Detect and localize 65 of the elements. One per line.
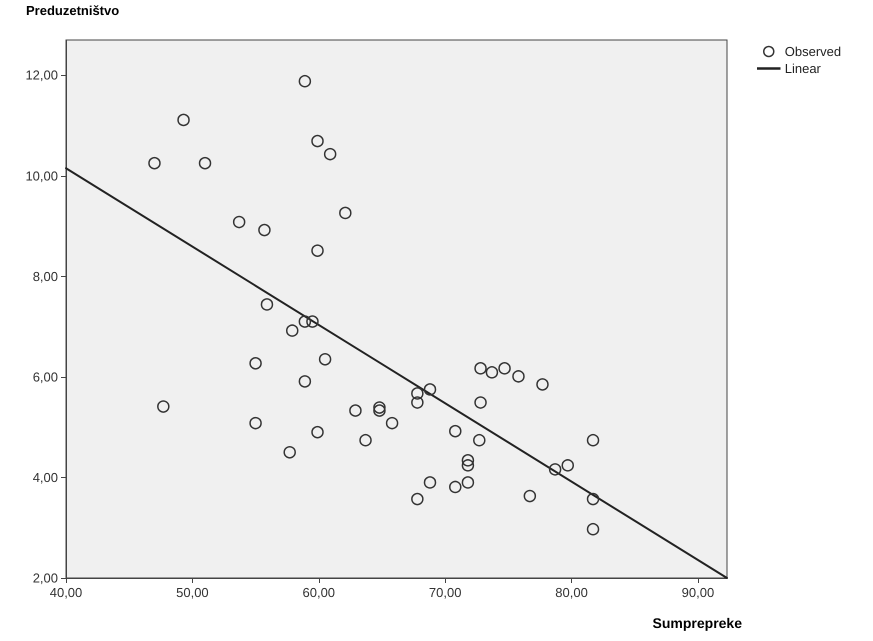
point bbox=[411, 492, 424, 506]
legend-label: Linear bbox=[784, 61, 822, 76]
point bbox=[473, 434, 486, 446]
point bbox=[373, 401, 386, 414]
y-tick-label: 10,00 bbox=[25, 168, 58, 184]
point bbox=[258, 224, 271, 236]
x-tick-label: 90,00 bbox=[682, 585, 714, 600]
point bbox=[249, 416, 262, 430]
point bbox=[449, 424, 462, 438]
point bbox=[474, 362, 487, 375]
point bbox=[148, 156, 161, 170]
point bbox=[318, 353, 332, 366]
point bbox=[373, 404, 386, 417]
point bbox=[462, 459, 474, 472]
point bbox=[462, 454, 474, 467]
point bbox=[586, 522, 600, 536]
x-axis-title: Sumprepreke bbox=[652, 615, 742, 631]
point bbox=[349, 404, 362, 417]
point bbox=[286, 324, 298, 337]
x-tick-label: 50,00 bbox=[176, 585, 209, 600]
point bbox=[359, 434, 372, 446]
point bbox=[474, 396, 487, 409]
point bbox=[512, 370, 525, 383]
point bbox=[449, 480, 462, 494]
point bbox=[486, 366, 498, 379]
point bbox=[298, 315, 312, 328]
y-tick-label: 6,00 bbox=[32, 369, 58, 384]
point bbox=[260, 298, 274, 311]
point bbox=[586, 492, 600, 506]
point bbox=[157, 400, 170, 413]
y-tick-label: 2,00 bbox=[32, 570, 58, 586]
point bbox=[306, 315, 319, 328]
x-tick-label: 60,00 bbox=[302, 585, 336, 600]
point bbox=[283, 446, 296, 459]
point bbox=[232, 216, 246, 228]
point bbox=[424, 476, 436, 489]
point bbox=[424, 383, 436, 396]
point bbox=[386, 416, 398, 430]
point bbox=[562, 459, 574, 472]
point bbox=[411, 396, 424, 409]
point bbox=[536, 378, 549, 391]
point bbox=[339, 206, 352, 220]
x-tick-label: 40,00 bbox=[50, 585, 82, 600]
y-tick-label: 12,00 bbox=[25, 68, 58, 83]
y-axis-title: Preduzetništvo bbox=[26, 3, 120, 18]
point bbox=[498, 362, 511, 375]
point bbox=[586, 434, 600, 446]
point bbox=[524, 490, 536, 502]
x-tick-label: 80,00 bbox=[555, 585, 588, 600]
point bbox=[311, 244, 324, 257]
y-tick-label: 8,00 bbox=[32, 268, 58, 284]
y-tick-label: 4,00 bbox=[32, 470, 58, 485]
point bbox=[298, 375, 312, 388]
point bbox=[311, 134, 324, 148]
point bbox=[298, 74, 312, 88]
point bbox=[249, 357, 262, 370]
point bbox=[462, 476, 474, 489]
point bbox=[548, 463, 562, 476]
legend-label: Observed bbox=[784, 44, 842, 59]
point bbox=[198, 156, 212, 170]
point bbox=[311, 426, 324, 438]
point bbox=[177, 114, 190, 126]
x-tick-label: 70,00 bbox=[428, 585, 462, 600]
point bbox=[324, 148, 336, 160]
point bbox=[411, 387, 424, 400]
